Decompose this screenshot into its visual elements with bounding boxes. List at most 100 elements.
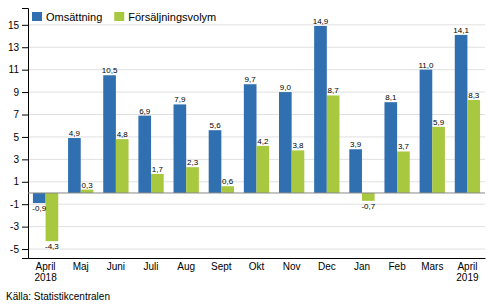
bar bbox=[244, 84, 257, 193]
bar bbox=[68, 138, 81, 193]
source-note: Källa: Statistikcentralen bbox=[6, 291, 110, 302]
legend: Omsättning Försäljningsvolym bbox=[32, 11, 216, 23]
legend-label: Försäljningsvolym bbox=[128, 11, 216, 23]
bar bbox=[384, 102, 397, 193]
grid bbox=[28, 25, 485, 249]
y-tick: 1 bbox=[13, 176, 28, 187]
data-label: 4,2 bbox=[257, 137, 269, 146]
data-label: 0,6 bbox=[222, 177, 234, 186]
y-tick-mark bbox=[22, 92, 28, 93]
bar bbox=[174, 104, 187, 193]
x-tick-label: Sept bbox=[211, 261, 232, 272]
y-tick-mark bbox=[22, 159, 28, 160]
bar bbox=[397, 151, 410, 192]
data-label: 5,9 bbox=[433, 118, 445, 127]
data-label: 4,8 bbox=[117, 130, 129, 139]
bar bbox=[221, 186, 234, 193]
y-tick-mark bbox=[22, 115, 28, 116]
bar bbox=[209, 130, 222, 193]
bar bbox=[138, 116, 151, 193]
legend-item: Omsättning bbox=[32, 11, 102, 23]
x-tick: Nov bbox=[283, 258, 301, 272]
data-label: 9,0 bbox=[280, 83, 292, 92]
grid-line bbox=[28, 69, 485, 70]
data-label: 14,1 bbox=[453, 26, 469, 35]
y-tick-label: 9 bbox=[13, 87, 19, 98]
y-tick: 15 bbox=[8, 20, 28, 31]
x-tick: Juni bbox=[107, 258, 125, 272]
y-tick: 5 bbox=[13, 132, 28, 143]
data-label: -0,9 bbox=[32, 204, 46, 213]
plot: -5-3-113579111315April2018MajJuniJuliAug… bbox=[8, 9, 486, 284]
y-tick: 3 bbox=[13, 154, 28, 165]
bars bbox=[33, 26, 480, 241]
data-label: 8,1 bbox=[385, 93, 397, 102]
x-axis: April2018MajJuniJuliAugSeptOktNovDecJanF… bbox=[29, 258, 486, 283]
y-tick-mark bbox=[22, 249, 28, 250]
y-tick-label: 13 bbox=[8, 42, 20, 53]
bar bbox=[327, 95, 340, 193]
x-tick-label: Juni bbox=[107, 261, 125, 272]
x-tick: Okt bbox=[249, 258, 265, 272]
bar bbox=[81, 190, 94, 193]
data-label: 3,8 bbox=[292, 141, 304, 150]
data-label: 0,3 bbox=[81, 181, 93, 190]
legend-label: Omsättning bbox=[46, 11, 102, 23]
x-tick-label: Okt bbox=[249, 261, 265, 272]
y-tick-mark bbox=[22, 204, 28, 205]
bar bbox=[103, 75, 116, 193]
y-tick-label: 15 bbox=[8, 20, 20, 31]
legend-swatch bbox=[32, 12, 42, 21]
data-label: -0,7 bbox=[361, 202, 375, 211]
x-tick: Dec bbox=[318, 258, 336, 272]
y-tick: -1 bbox=[10, 199, 28, 210]
data-label: 8,7 bbox=[328, 86, 340, 95]
y-tick-mark bbox=[22, 70, 28, 71]
grid-line bbox=[28, 226, 485, 227]
bar bbox=[46, 193, 59, 241]
x-tick: Maj bbox=[73, 258, 89, 272]
x-tick: Sept bbox=[211, 258, 232, 272]
data-label: 10,5 bbox=[102, 66, 118, 75]
x-axis-line bbox=[29, 258, 486, 259]
x-tick: April2018 bbox=[34, 258, 57, 283]
bar bbox=[257, 146, 270, 193]
bar bbox=[349, 149, 362, 193]
grid-line bbox=[28, 204, 485, 205]
y-tick: 13 bbox=[8, 42, 28, 53]
x-tick-label: Aug bbox=[177, 261, 195, 272]
x-tick: Jan bbox=[354, 258, 370, 272]
legend-item: Försäljningsvolym bbox=[114, 11, 216, 23]
grid-line bbox=[28, 249, 485, 250]
data-labels: -0,94,910,56,97,95,69,79,014,93,98,111,0… bbox=[32, 17, 480, 251]
bar bbox=[279, 92, 292, 193]
x-tick-label: April2019 bbox=[456, 261, 479, 283]
y-tick-mark bbox=[22, 47, 28, 48]
y-tick-label: 11 bbox=[9, 64, 20, 75]
data-label: 11,0 bbox=[418, 61, 434, 70]
bar bbox=[151, 174, 164, 193]
y-tick-mark bbox=[22, 25, 28, 26]
bar bbox=[420, 70, 433, 193]
y-tick-mark bbox=[22, 182, 28, 183]
grid-line bbox=[28, 47, 485, 48]
data-label: -4,3 bbox=[45, 242, 59, 251]
y-tick: -3 bbox=[10, 221, 28, 232]
data-label: 8,3 bbox=[468, 91, 480, 100]
bar bbox=[314, 26, 327, 193]
data-label: 6,9 bbox=[139, 107, 151, 116]
data-label: 7,9 bbox=[174, 95, 186, 104]
x-tick: Juli bbox=[144, 258, 159, 272]
y-tick: 11 bbox=[9, 64, 28, 75]
y-tick-label: -5 bbox=[10, 244, 19, 255]
y-axis-line bbox=[22, 9, 29, 259]
bar-series bbox=[46, 95, 481, 241]
data-label: 5,6 bbox=[209, 121, 221, 130]
data-label: 3,7 bbox=[398, 142, 410, 151]
y-tick: -5 bbox=[10, 244, 28, 255]
data-label: 4,9 bbox=[69, 129, 81, 138]
y-tick: 9 bbox=[13, 87, 28, 98]
y-tick-label: 7 bbox=[13, 109, 19, 120]
y-tick-label: 1 bbox=[13, 176, 19, 187]
y-tick: 7 bbox=[13, 109, 28, 120]
